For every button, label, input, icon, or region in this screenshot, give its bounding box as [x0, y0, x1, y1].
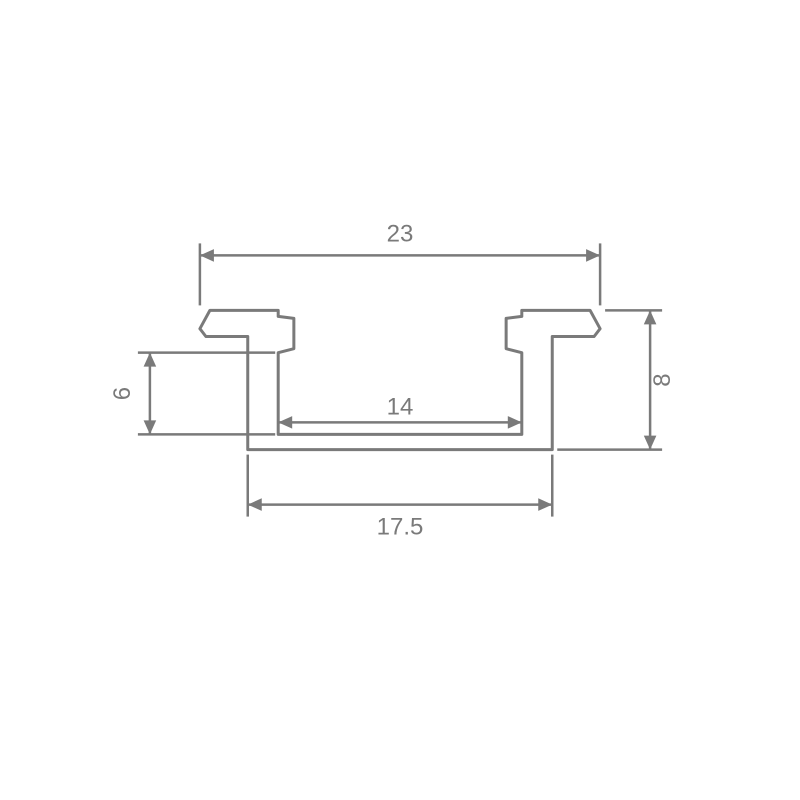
profile-outline	[200, 310, 600, 449]
technical-drawing: 23 17.5 14 8 6	[0, 0, 800, 800]
dim-inner-height: 6	[109, 387, 136, 400]
dim-inner-width: 14	[387, 393, 414, 420]
dim-channel-width: 17.5	[377, 514, 424, 541]
dim-top-width: 23	[387, 220, 414, 247]
dim-overall-height: 8	[649, 373, 676, 386]
